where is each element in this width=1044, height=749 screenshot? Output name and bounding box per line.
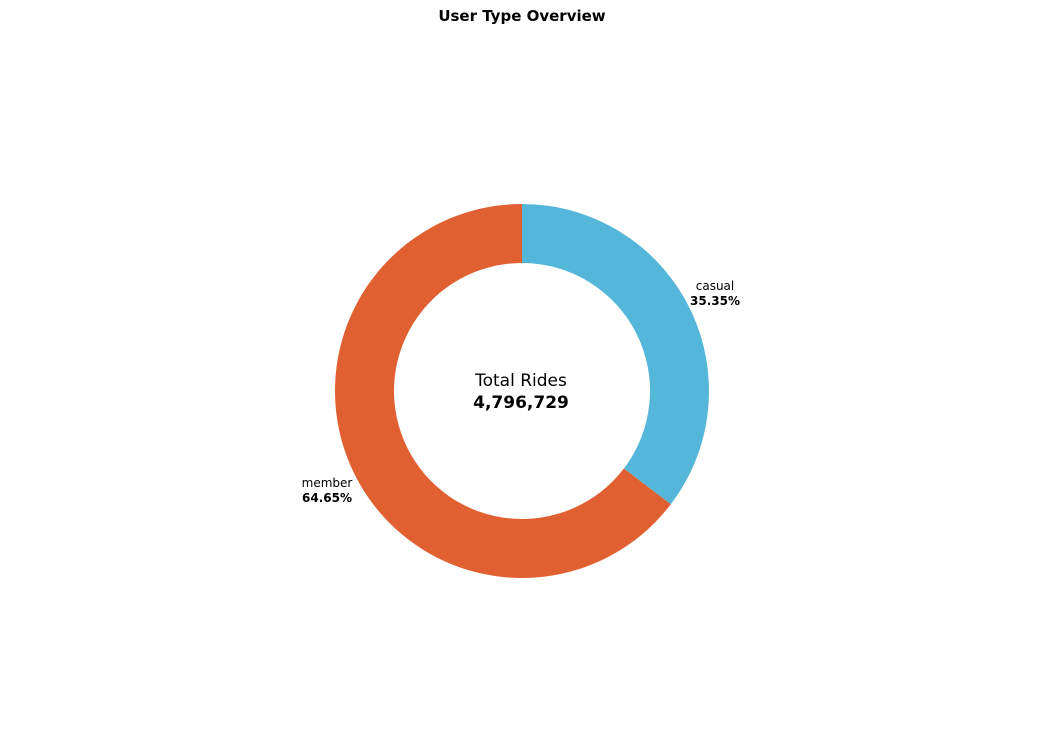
slice-name-casual: casual [696,279,735,293]
slice-label-casual: casual 35.35% [690,279,740,308]
center-total-label: Total Rides [474,371,567,391]
slice-percent-casual: 35.35% [690,294,740,308]
center-total-value: 4,796,729 [473,393,569,413]
chart-title: User Type Overview [438,7,605,25]
slice-member [335,204,671,578]
slice-label-member: member 64.65% [302,476,353,505]
slice-casual [522,204,709,505]
slice-percent-member: 64.65% [302,491,352,505]
slice-name-member: member [302,476,353,490]
donut-slices [335,204,709,578]
